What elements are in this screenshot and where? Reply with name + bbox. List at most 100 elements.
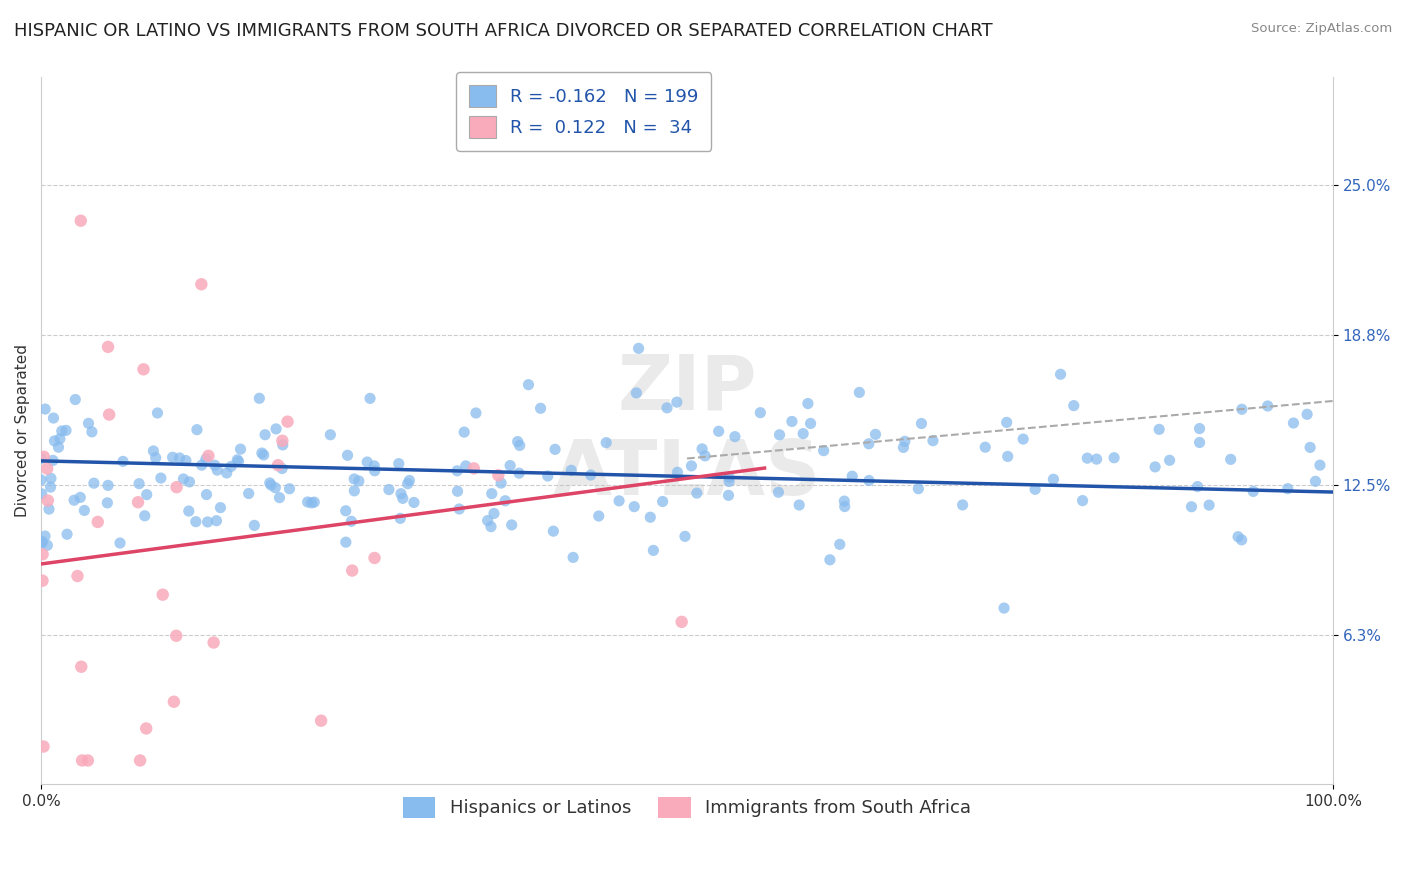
Point [364, 464, 387, 478]
Point [865, 427, 887, 442]
Point [562, 550, 585, 565]
Point [172, 472, 194, 486]
Point [229, 442, 252, 457]
Point [1144, 459, 1167, 474]
Point [693, 449, 716, 463]
Point [517, 377, 540, 392]
Point [152, 588, 174, 602]
Point [142, 444, 165, 458]
Point [1198, 498, 1220, 512]
Point [489, 476, 512, 491]
Point [841, 469, 863, 483]
Point [250, 446, 273, 460]
Point [340, 564, 363, 578]
Point [1076, 451, 1098, 466]
Point [264, 422, 287, 436]
Point [922, 434, 945, 448]
Point [63, 493, 86, 508]
Point [749, 406, 772, 420]
Point [813, 443, 835, 458]
Point [1188, 421, 1211, 435]
Point [997, 450, 1019, 464]
Point [651, 494, 673, 508]
Point [271, 461, 294, 475]
Point [38, 502, 60, 516]
Point [70, 659, 93, 673]
Point [80, 425, 103, 439]
Point [501, 517, 523, 532]
Point [1024, 483, 1046, 497]
Point [42, 411, 65, 425]
Point [277, 415, 299, 429]
Point [388, 457, 411, 471]
Point [135, 722, 157, 736]
Point [1049, 368, 1071, 382]
Point [253, 448, 276, 462]
Point [595, 435, 617, 450]
Point [1305, 475, 1327, 489]
Point [30, 451, 52, 466]
Point [271, 438, 294, 452]
Point [1299, 441, 1322, 455]
Point [1230, 533, 1253, 547]
Point [780, 414, 803, 428]
Point [402, 495, 425, 509]
Point [65, 392, 87, 407]
Point [297, 495, 319, 509]
Point [56, 527, 79, 541]
Point [163, 695, 186, 709]
Point [108, 536, 131, 550]
Point [190, 277, 212, 292]
Point [1241, 484, 1264, 499]
Point [37, 493, 59, 508]
Point [1257, 399, 1279, 413]
Point [626, 385, 648, 400]
Point [673, 529, 696, 543]
Point [449, 502, 471, 516]
Point [974, 440, 997, 454]
Point [671, 615, 693, 629]
Point [481, 486, 503, 500]
Point [768, 485, 790, 500]
Point [1230, 402, 1253, 417]
Point [607, 493, 630, 508]
Point [952, 498, 974, 512]
Point [97, 340, 120, 354]
Point [508, 466, 530, 480]
Point [1309, 458, 1331, 472]
Point [1012, 432, 1035, 446]
Point [166, 480, 188, 494]
Point [389, 511, 412, 525]
Point [477, 514, 499, 528]
Point [681, 458, 703, 473]
Point [165, 629, 187, 643]
Point [910, 417, 932, 431]
Point [446, 464, 468, 478]
Point [194, 452, 217, 467]
Point [37, 461, 59, 475]
Point [69, 213, 91, 227]
Point [724, 430, 747, 444]
Point [132, 362, 155, 376]
Point [363, 551, 385, 566]
Point [1187, 479, 1209, 493]
Point [686, 486, 709, 500]
Point [186, 423, 208, 437]
Point [818, 553, 841, 567]
Point [1147, 422, 1170, 436]
Point [479, 519, 502, 533]
Point [39, 471, 62, 485]
Point [190, 458, 212, 472]
Point [343, 483, 366, 498]
Point [267, 458, 290, 473]
Point [226, 453, 249, 467]
Point [834, 494, 856, 508]
Point [655, 401, 678, 415]
Point [32, 739, 55, 754]
Point [31, 534, 53, 549]
Legend: Hispanics or Latinos, Immigrants from South Africa: Hispanics or Latinos, Immigrants from So… [395, 789, 979, 825]
Point [247, 392, 270, 406]
Point [42, 453, 65, 467]
Point [453, 425, 475, 439]
Point [560, 463, 582, 477]
